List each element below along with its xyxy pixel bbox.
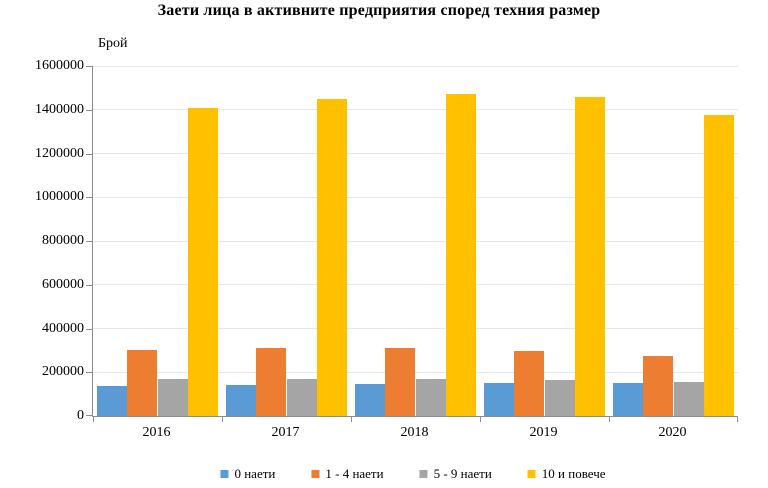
bar [673, 381, 704, 416]
gridline [93, 284, 738, 286]
x-tick-mark [351, 416, 352, 422]
y-tick-label: 1200000 [35, 145, 84, 161]
gridline [93, 65, 738, 67]
y-tick-mark [86, 153, 92, 155]
legend-label: 10 и повече [541, 466, 606, 481]
y-tick-label: 200000 [42, 364, 84, 380]
gridline [93, 196, 738, 198]
bar [157, 379, 188, 416]
bar [286, 379, 317, 416]
x-tick-mark [222, 416, 223, 422]
y-tick-label: 1000000 [35, 189, 84, 205]
bar [613, 382, 644, 416]
y-tick-label: 800000 [42, 233, 84, 248]
legend-swatch [311, 470, 320, 478]
x-axis-tick-labels: 2016 2017 2018 2019 2020 [92, 424, 737, 442]
y-tick-label: 1400000 [35, 101, 84, 117]
gridline [93, 109, 738, 111]
gridline [93, 240, 738, 242]
x-tick-mark [737, 416, 738, 422]
bar [415, 379, 446, 416]
bar [514, 351, 545, 416]
bar [355, 384, 386, 416]
y-axis-title: Брой [98, 36, 128, 51]
legend: 0 наети 1 - 4 наети 5 - 9 наети 10 и повече [220, 466, 606, 482]
y-tick-label: 400000 [42, 320, 84, 336]
x-tick-label: 2017 [271, 425, 300, 440]
legend-label: 0 наети [234, 466, 276, 481]
bar [316, 98, 347, 416]
legend-swatch [527, 470, 536, 478]
plot-area [86, 65, 738, 422]
bar [574, 97, 605, 416]
x-tick-label: 2016 [142, 425, 171, 440]
y-tick-label: 0 [77, 408, 84, 423]
bar [256, 348, 287, 416]
x-tick-label: 2018 [400, 425, 429, 440]
bar [703, 114, 734, 416]
bar [187, 107, 218, 416]
y-tick-mark [86, 241, 92, 242]
bar [127, 350, 158, 416]
chart-title: Заети лица в активните предприятия споре… [157, 2, 601, 19]
x-tick-label: 2020 [658, 425, 687, 440]
legend-item: 5 - 9 наети [419, 466, 492, 482]
legend-swatch [419, 470, 428, 478]
bar [643, 355, 674, 416]
x-tick-mark [480, 416, 481, 422]
x-tick-mark [609, 416, 610, 422]
y-tick-mark [86, 284, 92, 286]
y-tick-mark [86, 66, 92, 67]
y-axis-tick-labels: 0 200000 400000 600000 800000 1000000 1200000 1… [0, 58, 84, 423]
legend-item: 0 наети [220, 466, 275, 482]
gridline [93, 371, 738, 373]
y-tick-mark [86, 372, 92, 374]
gridline [93, 153, 738, 154]
x-tick-label: 2019 [529, 425, 558, 440]
x-tick-mark [93, 416, 94, 422]
bar [544, 379, 575, 416]
legend-label: 1 - 4 наети [325, 466, 384, 481]
bar [385, 348, 416, 416]
legend-item: 1 - 4 наети [311, 466, 384, 482]
bar [445, 94, 476, 416]
legend-swatch [220, 470, 229, 478]
legend-label: 5 - 9 наети [433, 466, 492, 481]
bar [97, 386, 128, 416]
y-tick-mark [86, 328, 92, 330]
y-tick-mark [86, 197, 92, 199]
y-tick-mark [86, 415, 92, 416]
bar [484, 383, 515, 416]
gridline [93, 328, 738, 329]
bar [226, 385, 257, 416]
y-tick-mark [86, 109, 92, 111]
y-tick-label: 1600000 [35, 58, 84, 73]
legend-item: 10 и повече [527, 466, 606, 482]
y-tick-label: 600000 [42, 276, 84, 292]
